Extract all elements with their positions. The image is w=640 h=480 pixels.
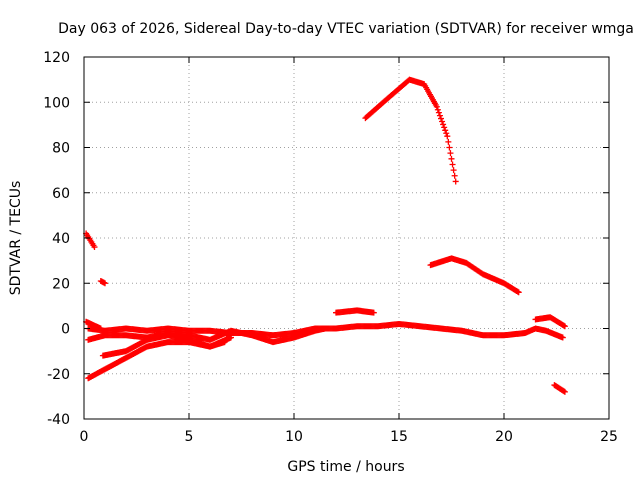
axis-ticks: 0 5 10 15 20 25 -40 -20 0 20 40 60 80 100 120 bbox=[43, 50, 618, 445]
data-point bbox=[561, 323, 568, 330]
x-tick-label: 20 bbox=[495, 429, 513, 445]
data-point bbox=[450, 167, 457, 174]
data-point bbox=[322, 325, 329, 332]
plot-frame bbox=[83, 56, 610, 420]
data-point bbox=[438, 115, 444, 122]
series-arc-f bbox=[427, 255, 522, 296]
data-point bbox=[442, 127, 449, 134]
series-arc-h bbox=[532, 314, 568, 330]
data-point bbox=[447, 150, 454, 157]
x-tick-label: 0 bbox=[80, 429, 89, 445]
data-point bbox=[560, 388, 567, 395]
data-point bbox=[449, 161, 456, 168]
data-point bbox=[228, 334, 234, 341]
data-point bbox=[515, 289, 522, 296]
series-arc-i bbox=[83, 230, 98, 251]
x-tick-label: 5 bbox=[185, 429, 194, 445]
data-point bbox=[448, 155, 455, 162]
x-tick-label: 15 bbox=[390, 429, 408, 445]
data-point bbox=[439, 118, 446, 125]
chart-title: Day 063 of 2026, Sidereal Day-to-day VTE… bbox=[58, 21, 634, 37]
data-point bbox=[102, 280, 108, 287]
grid bbox=[84, 57, 609, 419]
data-point bbox=[436, 112, 443, 119]
data-point bbox=[445, 138, 452, 145]
data-point bbox=[452, 178, 459, 185]
data-point bbox=[434, 106, 441, 113]
data-point bbox=[441, 124, 448, 131]
data-point bbox=[446, 144, 453, 151]
data-point bbox=[559, 334, 566, 341]
x-tick-label: 10 bbox=[285, 429, 303, 445]
data-point bbox=[561, 388, 568, 395]
x-axis-label: GPS time / hours bbox=[287, 459, 404, 475]
data-point bbox=[440, 121, 447, 128]
data-point bbox=[91, 244, 98, 251]
series-arc-e bbox=[362, 76, 459, 185]
series-arc-j bbox=[97, 277, 108, 287]
y-axis-label: SDTVAR / TECUs bbox=[8, 181, 24, 296]
data-point bbox=[443, 130, 450, 137]
y-tick-label: -40 bbox=[47, 412, 70, 428]
series-arc-k bbox=[551, 382, 568, 395]
series-arc-b bbox=[85, 325, 329, 346]
series-arc-l bbox=[83, 318, 104, 332]
data-series bbox=[83, 76, 568, 395]
data-point bbox=[433, 103, 440, 110]
data-point bbox=[444, 133, 451, 140]
y-tick-label: -20 bbox=[47, 367, 70, 383]
y-tick-label: 80 bbox=[52, 141, 70, 157]
y-tick-label: 20 bbox=[52, 276, 70, 292]
data-point bbox=[370, 309, 377, 316]
y-tick-label: 120 bbox=[43, 50, 70, 66]
data-point bbox=[435, 109, 442, 116]
y-tick-label: 40 bbox=[52, 231, 70, 247]
series-arc-g bbox=[333, 307, 377, 316]
x-tick-label: 25 bbox=[600, 429, 618, 445]
y-tick-label: 100 bbox=[43, 95, 70, 111]
data-point bbox=[97, 325, 104, 332]
y-tick-label: 0 bbox=[61, 322, 70, 338]
data-point bbox=[451, 172, 458, 179]
series-arc-d bbox=[99, 332, 234, 359]
y-tick-label: 60 bbox=[52, 186, 70, 202]
